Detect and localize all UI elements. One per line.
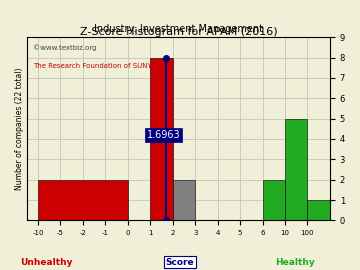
- Text: ©www.textbiz.org: ©www.textbiz.org: [33, 45, 96, 51]
- Title: Z-Score Histogram for APAM (2016): Z-Score Histogram for APAM (2016): [80, 27, 277, 37]
- Bar: [173, 180, 195, 220]
- Text: The Research Foundation of SUNY: The Research Foundation of SUNY: [33, 63, 152, 69]
- Y-axis label: Number of companies (22 total): Number of companies (22 total): [15, 68, 24, 190]
- Text: Industry: Investment Management: Industry: Investment Management: [94, 23, 263, 33]
- Text: Healthy: Healthy: [275, 258, 315, 266]
- Bar: [262, 180, 285, 220]
- Text: Unhealthy: Unhealthy: [21, 258, 73, 266]
- Bar: [307, 200, 330, 220]
- Text: 1.6963: 1.6963: [147, 130, 180, 140]
- Bar: [38, 180, 128, 220]
- Bar: [285, 119, 307, 220]
- Bar: [150, 58, 173, 220]
- Text: Score: Score: [166, 258, 194, 266]
